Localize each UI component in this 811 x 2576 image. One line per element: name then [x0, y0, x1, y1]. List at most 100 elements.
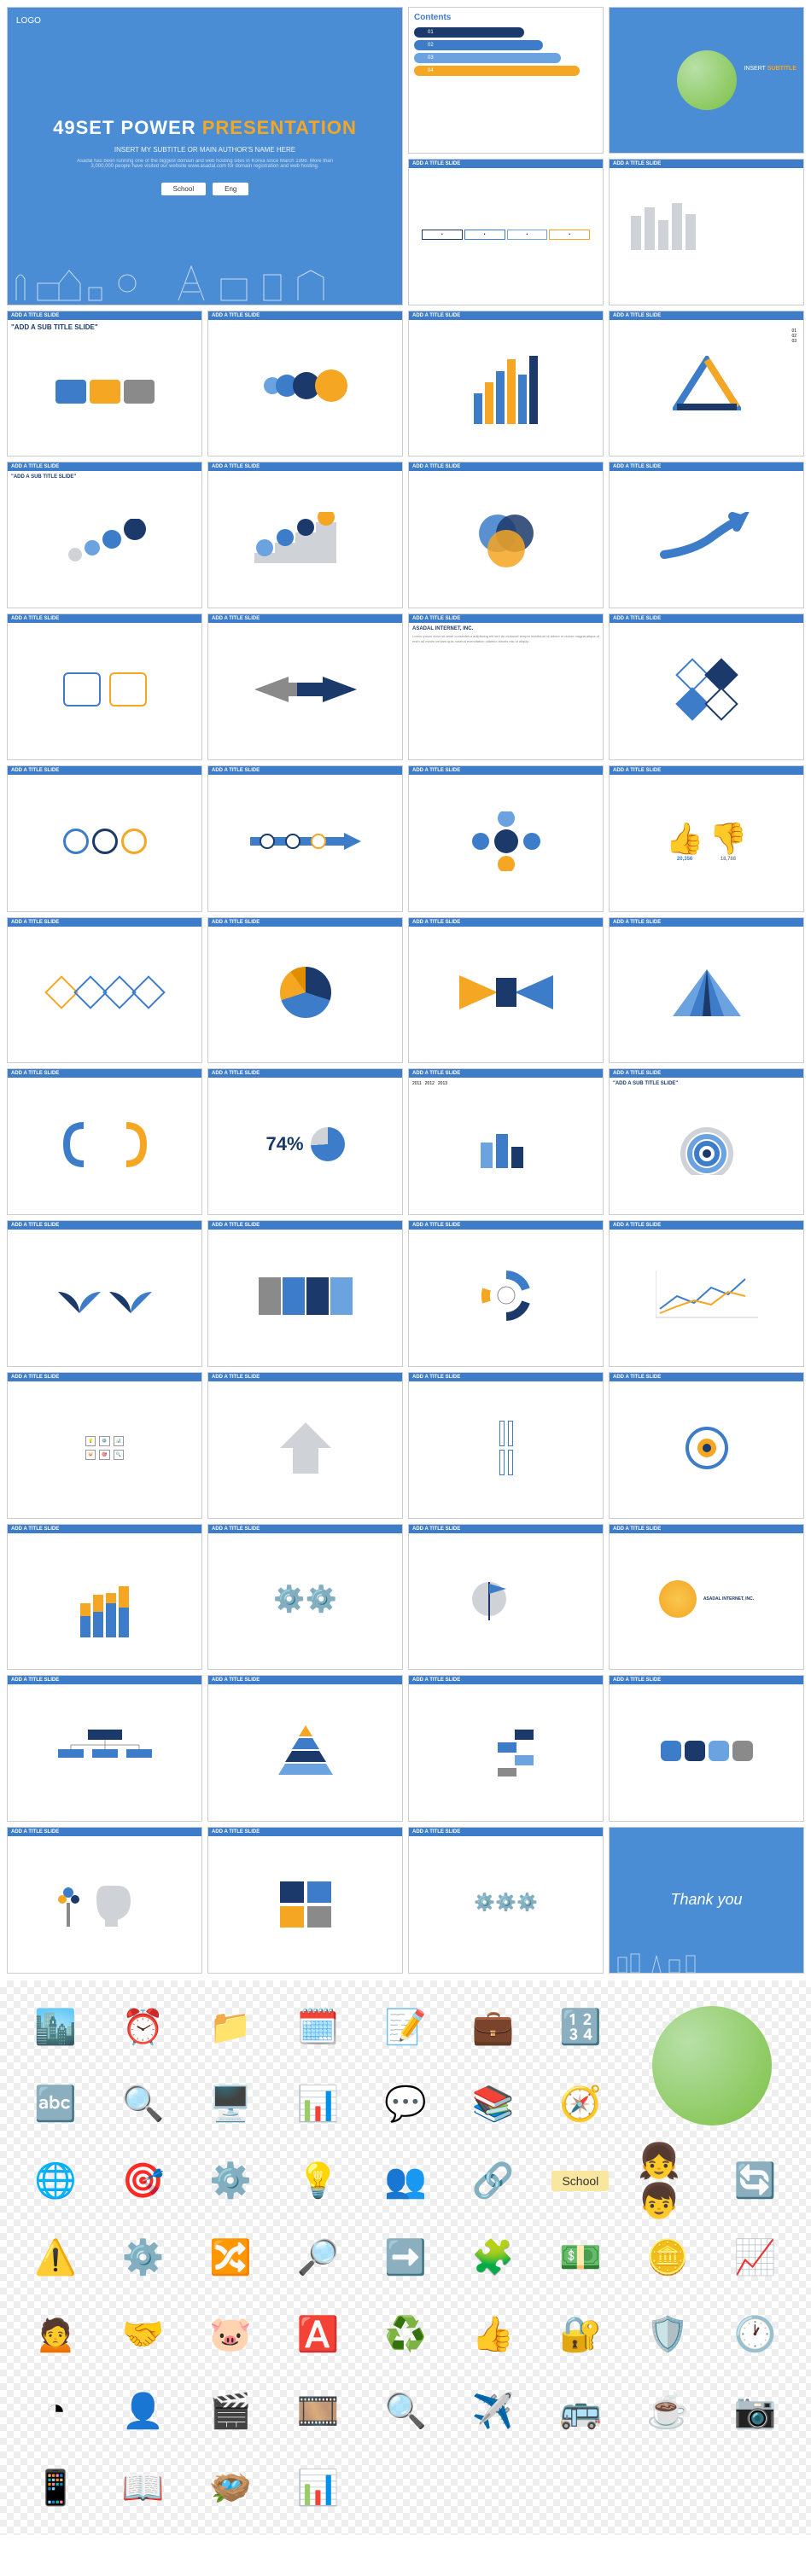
- cog-search-icon: 🔍: [376, 2381, 435, 2441]
- piggy-bank-icon: 🐷: [201, 2305, 260, 2364]
- folder-icon: 📁: [201, 1997, 260, 2057]
- globe-large-icon: [644, 1997, 780, 2134]
- person-blue-icon: 🙍: [26, 2305, 85, 2364]
- hero-subtitle: INSERT MY SUBTITLE OR MAIN AUTHOR'S NAME…: [114, 146, 295, 154]
- monitor-icon: 🖥️: [201, 2074, 260, 2134]
- bus-icon: 🚌: [551, 2381, 610, 2441]
- thank-text: Thank you: [670, 1891, 742, 1909]
- slide-rounded-squares: ADD A TITLE SLIDE: [609, 1675, 804, 1822]
- slide-bar-chart: ADD A TITLE SLIDE: [408, 311, 604, 457]
- slide-diamonds-orange: ADD A TITLE SLIDE: [7, 917, 202, 1064]
- safe-dial-icon: 🔐: [551, 2305, 610, 2364]
- slide-puzzle: ADD A TITLE SLIDE: [207, 1827, 403, 1974]
- person-gold-icon: 👤: [114, 2381, 173, 2441]
- slide-three-circles-row: ADD A TITLE SLIDE: [7, 765, 202, 912]
- gold-bars-icon: 🪙: [638, 2228, 697, 2288]
- slide-cycle-arrows: ADD A TITLE SLIDE: [408, 1220, 604, 1367]
- magnifier-icon: 🔍: [114, 2074, 173, 2134]
- slide-pie: ADD A TITLE SLIDE: [207, 917, 403, 1064]
- content-bar: 01: [414, 27, 524, 38]
- skyline-icon: [8, 253, 349, 305]
- money-icon: 💵: [551, 2228, 610, 2288]
- pencil-note-icon: 📝: [376, 1997, 435, 2057]
- arrow-right-icon: ➡️: [376, 2228, 435, 2288]
- tag-school: School: [161, 183, 206, 195]
- letters-be-icon: 🔤: [26, 2074, 85, 2134]
- puzzle-icon: 🧩: [463, 2228, 522, 2288]
- slide-two-shields: ADD A TITLE SLIDE: [7, 613, 202, 760]
- security-badge-icon: 🛡️: [638, 2305, 697, 2364]
- clapper-icon: 🎬: [201, 2381, 260, 2441]
- globe-stand-icon: 🌐: [26, 2151, 85, 2211]
- target-icon: 🎯: [114, 2151, 173, 2211]
- slide-growing-circles: ADD A TITLE SLIDE: [207, 311, 403, 457]
- slide-boxes: ADD A TITLE SLIDE • • • •: [408, 159, 604, 305]
- slide-radial: ADD A TITLE SLIDE "ADD A SUB TITLE SLIDE…: [609, 1068, 804, 1215]
- globe-slide: INSERT SUBTITLE: [609, 7, 804, 154]
- contents-title: Contents: [414, 13, 598, 22]
- clock-icon: 🕐: [726, 2305, 785, 2364]
- slide-target: ADD A TITLE SLIDE: [609, 1372, 804, 1519]
- slide-tree-head: ADD A TITLE SLIDE: [7, 1827, 202, 1974]
- nest-icon: 🪺: [201, 2458, 260, 2518]
- camera-icon: 📷: [726, 2381, 785, 2441]
- handshake-icon: 🤝: [114, 2305, 173, 2364]
- recycle-icon: ♻️: [376, 2305, 435, 2364]
- city-icon: [622, 190, 791, 280]
- arrows-cross-icon: 🔀: [201, 2228, 260, 2288]
- cycle-icon: 🔄: [726, 2151, 785, 2211]
- slide-triangle: ADD A TITLE SLIDE 01 02 03: [609, 311, 804, 457]
- slide-pyramid-tri: ADD A TITLE SLIDE: [609, 917, 804, 1064]
- kids-icon: 👧👦: [638, 2151, 697, 2211]
- content-bar: 02: [414, 40, 543, 50]
- hero-desc: Asadal has been running one of the bigge…: [67, 159, 342, 169]
- hero-tags: School Eng: [161, 183, 249, 195]
- group-circle-icon: 👥: [376, 2151, 435, 2211]
- slide-thumbs: ADD A TITLE SLIDE 👍20,356 👎18,788: [609, 765, 804, 912]
- slide-text-block: ADD A TITLE SLIDE ASADAL INTERNET, INC. …: [408, 613, 604, 760]
- buildings-icon: 🏙️: [26, 1997, 85, 2057]
- slide-stairs: ADD A TITLE SLIDE: [207, 462, 403, 608]
- slide-big-arrow: ADD A TITLE SLIDE: [207, 1372, 403, 1519]
- slide-venn: ADD A TITLE SLIDE: [408, 462, 604, 608]
- warning-icon: ⚠️: [26, 2228, 85, 2288]
- bulb-icon: 💡: [289, 2151, 348, 2211]
- film-icon: 🎞️: [289, 2381, 348, 2441]
- network-icon: 🔗: [463, 2151, 522, 2211]
- slide-line-chart: ADD A TITLE SLIDE: [609, 1220, 804, 1367]
- coffee-icon: ☕: [638, 2381, 697, 2441]
- graph-up-icon: 📈: [726, 2228, 785, 2288]
- gears-icon: ⚙️: [114, 2228, 173, 2288]
- blocks-123-icon: 🔢: [551, 1997, 610, 2057]
- slide-icon-boxes: ADD A TITLE SLIDE 💡⚙️📊 🐷🎯🔍: [7, 1372, 202, 1519]
- slides-grid: LOGO 49SET POWER PRESENTATION INSERT MY …: [0, 0, 811, 1980]
- slide-timeline-arrow: ADD A TITLE SLIDE: [207, 765, 403, 912]
- hero-logo: LOGO: [16, 16, 41, 26]
- compass-icon: 🧭: [551, 2074, 610, 2134]
- slide-diamonds: ADD A TITLE SLIDE: [609, 613, 804, 760]
- tag-eng: Eng: [213, 183, 248, 195]
- slide-four-boxes: ADD A TITLE SLIDE: [408, 1372, 604, 1519]
- slide-two-fans: ADD A TITLE SLIDE: [7, 1220, 202, 1367]
- pie-chart-icon: ◔: [26, 2381, 85, 2441]
- slide-opposing-arrows: ADD A TITLE SLIDE: [207, 613, 403, 760]
- calendar-icon: 🗓️: [289, 1997, 348, 2057]
- slide-brackets: ADD A TITLE SLIDE: [7, 1068, 202, 1215]
- globe-title: INSERT SUBTITLE: [744, 66, 796, 72]
- hero-title: 49SET POWER PRESENTATION: [53, 117, 357, 139]
- skyline-small-icon: [610, 1947, 780, 1973]
- globe-icon: [677, 50, 737, 110]
- tablet-pen-icon: 📱: [26, 2458, 85, 2518]
- slide-stacked-bars: ADD A TITLE SLIDE: [7, 1524, 202, 1671]
- slide-gear-cluster: ADD A TITLE SLIDE ⚙️⚙️⚙️: [408, 1827, 604, 1974]
- slide-arrow-up: ADD A TITLE SLIDE: [609, 462, 804, 608]
- slide-sun-circle: ADD A TITLE SLIDE ASADAL INTERNET, INC.: [609, 1524, 804, 1671]
- slide-a-icon: 🅰️: [289, 2305, 348, 2364]
- slide-org-chart: ADD A TITLE SLIDE: [7, 1675, 202, 1822]
- slide-skyline: ADD A TITLE SLIDE: [609, 159, 804, 305]
- slide-bowtie: ADD A TITLE SLIDE: [408, 917, 604, 1064]
- briefcase-icon: 💼: [463, 1997, 522, 2057]
- triangle-icon: [673, 356, 741, 416]
- slide-subtitle: ADD A TITLE SLIDE "ADD A SUB TITLE SLIDE…: [7, 311, 202, 457]
- slide-step-circles: ADD A TITLE SLIDE "ADD A SUB TITLE SLIDE…: [7, 462, 202, 608]
